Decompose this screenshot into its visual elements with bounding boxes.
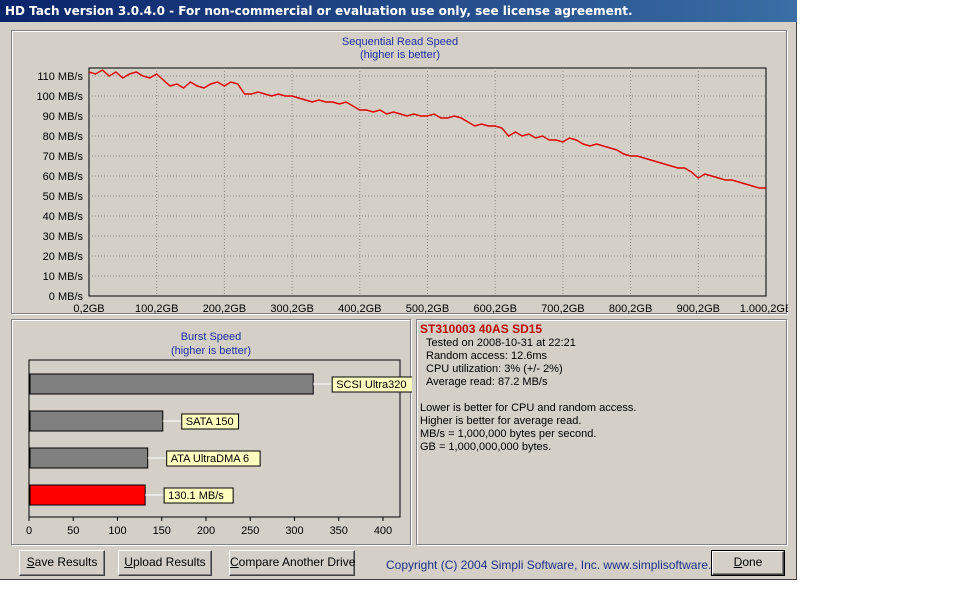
seq-x-tick-label: 600,2GB [473,303,516,315]
seq-y-tick-label: 70 MB/s [43,151,84,163]
upload-results-button[interactable]: Upload Results [118,550,212,576]
seq-y-tick-label: 0 MB/s [49,291,84,303]
burst-chart-title: Burst Speed [181,331,242,343]
burst-bar-label: SATA 150 [186,416,234,428]
hd-tach-window: HD Tach version 3.0.4.0 - For non-commer… [0,0,797,580]
note-lower-better: Lower is better for CPU and random acces… [420,402,637,414]
seq-chart-title: Sequential Read Speed [342,36,458,48]
note-higher-better: Higher is better for average read. [420,415,582,427]
seq-x-tick-label: 500,2GB [406,303,449,315]
seq-x-tick-label: 700,2GB [541,303,584,315]
seq-x-tick-label: 1.000,2GB [740,303,788,315]
sequential-read-chart: Sequential Read Speed(higher is better) 0… [37,36,788,315]
compare-another-drive-button[interactable]: Compare Another Drive [229,550,355,576]
burst-x-tick-label: 100 [108,525,126,537]
seq-y-tick-label: 50 MB/s [43,191,84,203]
note-gb-definition: GB = 1,000,000,000 bytes. [420,441,552,453]
burst-label-box [181,413,240,430]
seq-x-tick-label: 200,2GB [203,303,246,315]
sequential-read-panel: Sequential Read Speed (higher is better) 0… [11,30,788,315]
burst-bar [29,410,164,432]
seq-y-tick-label: 100 MB/s [37,91,84,103]
seq-chart-subtitle: (higher is better) [360,49,440,61]
burst-bar [29,373,314,395]
seq-y-tick-label: 30 MB/s [43,231,84,243]
seq-y-tick-label: 40 MB/s [43,211,84,223]
done-mnemonic: D [733,555,743,569]
burst-bar-label: 130.1 MB/s [168,490,224,502]
burst-bar [29,484,146,506]
save-results-mnemonic: S [26,555,35,569]
burst-chart-subtitle: (higher is better) [171,345,251,357]
done-label: one [742,555,763,569]
cpu-utilization: CPU utilization: 3% (+/- 2%) [426,363,563,375]
seq-x-tick-label: 0,2GB [73,303,104,315]
burst-bar-label: ATA UltraDMA 6 [171,453,249,465]
seq-y-tick-label: 10 MB/s [43,271,84,283]
burst-x-tick-label: 50 [67,525,79,537]
seq-y-tick-label: 90 MB/s [43,111,84,123]
burst-speed-chart: Burst Speed (higher is better) SCSI Ultra3… [26,331,412,537]
seq-x-tick-label: 100,2GB [135,303,178,315]
info-panel: ST310003 40AS SD15 Tested on 2008-10-31 … [416,319,787,545]
save-results-button[interactable]: Save Results [19,550,105,576]
burst-bar-label: SCSI Ultra320 [336,379,406,391]
note-mbs-definition: MB/s = 1,000,000 bytes per second. [420,428,597,440]
burst-label-box [163,487,234,504]
upload-results-label: pload Results [132,555,206,569]
seq-read-speed-line [88,69,766,189]
seq-x-tick-label: 900,2GB [677,303,720,315]
burst-x-tick-label: 350 [330,525,348,537]
tested-on: Tested on 2008-10-31 at 22:21 [426,337,576,349]
compare-mnemonic: C [230,555,239,569]
burst-x-tick-label: 0 [26,525,32,537]
window-title: HD Tach version 3.0.4.0 - For non-commer… [0,0,797,22]
compare-label: ompare Another Drive [238,555,356,569]
burst-label-box [331,376,412,393]
burst-label-box [166,450,261,467]
seq-y-tick-label: 20 MB/s [43,251,84,263]
burst-x-tick-label: 200 [197,525,215,537]
burst-bar [29,447,149,469]
burst-x-tick-label: 400 [374,525,392,537]
seq-x-tick-label: 300,2GB [270,303,313,315]
seq-y-tick-label: 80 MB/s [43,131,84,143]
done-button[interactable]: Done [711,550,785,576]
burst-x-tick-label: 250 [241,525,259,537]
drive-model: ST310003 40AS SD15 [420,322,543,336]
copyright-text: Copyright (C) 2004 Simpli Software, Inc.… [386,558,735,572]
burst-speed-panel: Burst Speed (higher is better) SCSI Ultra3… [11,319,412,545]
seq-y-tick-label: 60 MB/s [43,171,84,183]
seq-x-tick-label: 800,2GB [609,303,652,315]
seq-x-tick-label: 400,2GB [338,303,381,315]
save-results-label: ave Results [34,555,98,569]
upload-results-mnemonic: U [124,555,133,569]
burst-x-tick-label: 300 [285,525,303,537]
seq-y-tick-label: 110 MB/s [37,71,83,83]
average-read: Average read: 87.2 MB/s [426,376,548,388]
burst-x-tick-label: 150 [153,525,171,537]
random-access: Random access: 12.6ms [426,350,548,362]
